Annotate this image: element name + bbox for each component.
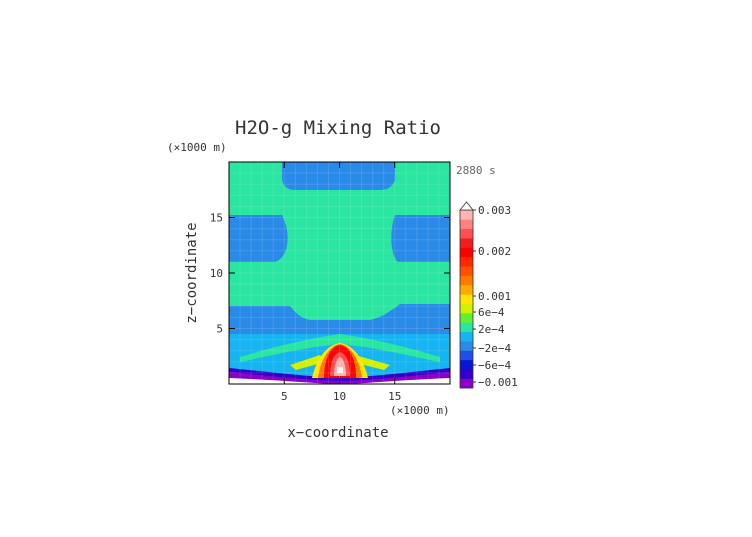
colorbar: 0.003 0.002 0.001 6e−4 2e−4 −2e−4 −6e−4 −0.001 — [459, 201, 518, 389]
chart-title: H2O-g Mixing Ratio — [235, 117, 441, 139]
x-axis-label: x−coordinate — [287, 425, 388, 441]
colorbar-swatch — [460, 369, 473, 379]
lower-blue-band — [229, 320, 450, 334]
colorbar-swatch — [460, 350, 473, 361]
x-tick-label: 5 — [281, 390, 288, 403]
colorbar-label: −2e−4 — [478, 342, 511, 355]
axes: 5 10 15 5 10 15 — [210, 162, 450, 403]
colorbar-swatch — [460, 341, 473, 351]
colorbar-label: −6e−4 — [478, 359, 511, 372]
colorbar-label: 0.002 — [478, 245, 511, 258]
y-tick-label: 5 — [216, 323, 223, 336]
colorbar-swatch — [460, 275, 473, 286]
green-arc — [240, 334, 440, 362]
time-label: 2880 s — [456, 164, 496, 177]
colorbar-label: 2e−4 — [478, 323, 505, 336]
colorbar-swatch — [460, 294, 473, 304]
grid — [229, 162, 450, 384]
y-unit-label: (×1000 m) — [167, 141, 227, 154]
top-blue-patch — [282, 162, 395, 190]
colorbar-swatch — [460, 228, 473, 239]
colorbar-swatch — [460, 378, 473, 389]
x-tick-label: 10 — [333, 390, 346, 403]
y-axis-label: z−coordinate — [184, 222, 200, 323]
colorbar-swatch — [460, 303, 473, 314]
colorbar-label: −0.001 — [478, 376, 518, 389]
colorbar-swatch — [460, 359, 473, 370]
colorbar-swatch — [460, 247, 473, 258]
colorbar-label: 6e−4 — [478, 306, 505, 319]
colorbar-label: 0.001 — [478, 290, 511, 303]
colorbar-swatch — [460, 322, 473, 333]
plume-core — [337, 367, 343, 373]
yellow-wings — [290, 355, 390, 370]
colorbar-swatch — [460, 266, 473, 276]
colorbar-swatch — [460, 256, 473, 267]
colorbar-extend-arrow — [459, 201, 474, 211]
heatmap-field — [229, 162, 450, 384]
colorbar-swatch — [460, 210, 473, 220]
colorbar-swatch — [460, 238, 473, 248]
colorbar-swatch — [460, 331, 473, 342]
colorbar-swatch — [460, 219, 473, 230]
y-tick-label: 10 — [210, 267, 223, 280]
x-tick-label: 15 — [388, 390, 401, 403]
upper-green-band — [229, 162, 450, 320]
x-unit-label: (×1000 m) — [390, 404, 450, 417]
colorbar-label: 0.003 — [478, 204, 511, 217]
colorbar-swatch — [460, 284, 473, 295]
y-tick-label: 15 — [210, 212, 223, 225]
colorbar-swatch — [460, 313, 473, 323]
